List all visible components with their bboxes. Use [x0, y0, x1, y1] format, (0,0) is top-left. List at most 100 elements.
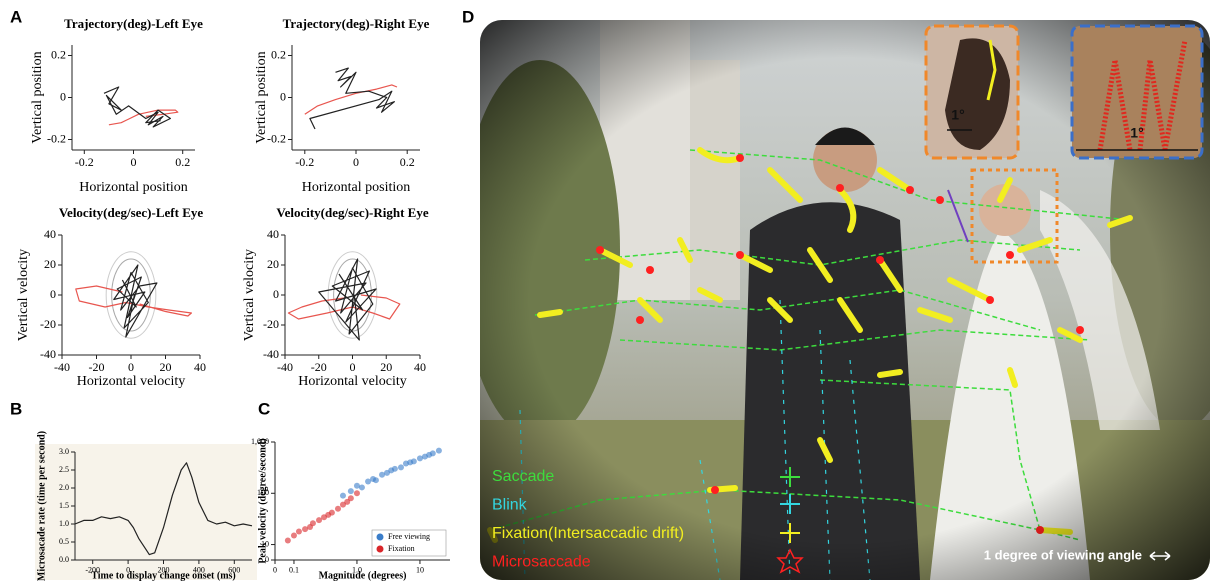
x-tick-label: -20 [89, 360, 105, 374]
data-point [354, 490, 360, 496]
x-tick-label: -40 [277, 360, 293, 374]
panel-label: B [10, 399, 22, 418]
data-point [310, 520, 316, 526]
y-tick-label: 1.5 [59, 501, 69, 510]
y-tick-label: 20 [267, 257, 279, 271]
y-axis-label: Vertical position [30, 51, 45, 143]
y-tick-label: 0 [60, 89, 66, 103]
y-tick-label: -20 [40, 317, 56, 331]
inset-label: 1° [1130, 125, 1143, 141]
x-axis-label: Time to display change onset (ms) [91, 570, 236, 581]
x-tick-label: 0.2 [175, 155, 190, 169]
x-tick-label: -0.2 [75, 155, 94, 169]
data-point [340, 493, 346, 499]
inset-label: 1° [951, 107, 964, 123]
x-axis-label: Horizontal velocity [298, 374, 406, 389]
data-line [319, 259, 376, 340]
x-tick-label: 20 [160, 360, 172, 374]
x-tick-label: 0 [273, 565, 277, 574]
chart: Velocity(deg/sec)-Left Eye -40 -20 0 20 40 -40… [16, 205, 206, 389]
legend-marker [377, 546, 384, 553]
y-tick-label: -20 [263, 317, 279, 331]
data-point [296, 528, 302, 534]
x-axis-label: Horizontal velocity [77, 374, 185, 389]
x-tick-label: 40 [414, 360, 426, 374]
legend-label: Free viewing [388, 532, 430, 541]
chart: Trajectory(deg)-Left Eye -0.2 0 0.2 -0.2 0 0.2… [30, 16, 203, 195]
chart-title: Velocity(deg/sec)-Left Eye [59, 205, 204, 220]
photo [460, 20, 1216, 580]
x-tick-label: 0.2 [400, 155, 415, 169]
figure: 1° 1° 1 degree of viewing angle A B C D Sacc… [0, 0, 1216, 581]
chart: Trajectory(deg)-Right Eye -0.2 0 0.2 -0.2 0 0.… [254, 16, 429, 195]
x-tick-label: -20 [311, 360, 327, 374]
y-tick-label: 20 [44, 257, 56, 271]
x-tick-label: 0.1 [289, 565, 299, 574]
data-point [392, 466, 398, 472]
y-tick-label: -0.2 [47, 131, 66, 145]
data-point [411, 458, 417, 464]
y-tick-label: 0 [50, 287, 56, 301]
data-point [329, 510, 335, 516]
y-tick-label: 0 [273, 287, 279, 301]
legend-label: Saccade [492, 468, 554, 485]
y-axis-label: Vertical position [254, 51, 269, 143]
y-axis-label: Microsacade rate (time per second) [36, 431, 47, 581]
legend-label: Microsaccade [492, 554, 591, 571]
legend-label: Fixation(Intersaccadic drift) [492, 525, 684, 542]
x-tick-label: -40 [54, 360, 70, 374]
legend-label: Fixation [388, 544, 415, 553]
data-line [310, 68, 395, 129]
chart: -20002004006000.00.51.01.52.02.53.0Time … [35, 431, 257, 581]
x-tick-label: 0 [131, 155, 137, 169]
y-axis-label: Vertical velocity [242, 249, 257, 341]
x-tick-label: 0 [128, 360, 134, 374]
data-point [373, 477, 379, 483]
y-tick-label: -0.2 [267, 131, 286, 145]
x-axis-label: Magnitude (degrees) [319, 570, 407, 581]
scale-label: 1 degree of viewing angle [984, 547, 1142, 562]
y-tick-label: 0.0 [59, 555, 69, 564]
x-tick-label: -0.2 [295, 155, 314, 169]
y-tick-label: 40 [44, 227, 56, 241]
legend-marker [377, 534, 384, 541]
y-tick-label: -40 [263, 347, 279, 361]
chart-title: Trajectory(deg)-Left Eye [64, 16, 203, 31]
y-tick-label: 0.2 [271, 47, 286, 61]
y-axis-label: Vertical velocity [16, 249, 31, 341]
y-tick-label: 0.5 [59, 537, 69, 546]
data-line [104, 87, 170, 127]
chart: Velocity(deg/sec)-Right Eye -40 -20 0 20 40 -4… [242, 205, 429, 389]
y-tick-label: 40 [267, 227, 279, 241]
data-point [398, 464, 404, 470]
y-tick-label: 0.2 [51, 47, 66, 61]
y-tick-label: 1.0 [59, 519, 69, 528]
x-tick-label: 10 [416, 565, 424, 574]
data-point [359, 484, 365, 490]
x-axis-label: Horizontal position [302, 180, 411, 195]
y-tick-label: 2.0 [59, 483, 69, 492]
y-axis-label: Peak velocity (degree/second) [257, 438, 268, 563]
data-point [291, 533, 297, 539]
data-point [348, 495, 354, 501]
x-tick-label: 20 [380, 360, 392, 374]
data-point [285, 538, 291, 544]
y-tick-label: 0 [280, 89, 286, 103]
chart-title: Velocity(deg/sec)-Right Eye [276, 205, 428, 220]
x-axis-label: Horizontal position [79, 180, 188, 195]
data-point [430, 450, 436, 456]
y-tick-label: 2.5 [59, 465, 69, 474]
data-point [348, 488, 354, 494]
panel-label: D [462, 7, 474, 26]
x-tick-label: 0 [353, 155, 359, 169]
panel-label: A [10, 7, 22, 26]
y-tick-label: 3.0 [59, 447, 69, 456]
data-point [436, 448, 442, 454]
y-tick-label: -40 [40, 347, 56, 361]
panel-label: C [258, 399, 270, 418]
x-tick-label: 40 [194, 360, 206, 374]
legend-label: Blink [492, 497, 528, 514]
chart-title: Trajectory(deg)-Right Eye [283, 16, 430, 31]
data-point [335, 506, 341, 512]
